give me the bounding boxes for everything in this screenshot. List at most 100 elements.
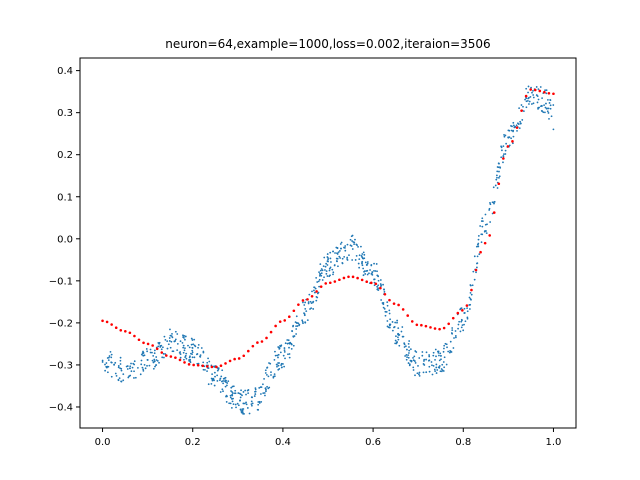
sample-point <box>140 363 143 366</box>
sample-point <box>366 269 369 272</box>
prediction-point <box>155 347 159 351</box>
sample-point <box>432 354 435 357</box>
sample-point <box>409 359 412 362</box>
sample-point <box>169 334 172 337</box>
sample-point <box>339 257 342 259</box>
sample-point <box>496 176 498 179</box>
sample-point <box>254 387 257 389</box>
sample-point <box>274 354 277 357</box>
sample-point <box>179 356 182 359</box>
sample-point <box>434 370 437 372</box>
prediction-point <box>392 302 396 305</box>
prediction-point <box>547 91 551 95</box>
sample-point <box>126 365 129 367</box>
prediction-point <box>415 323 419 327</box>
sample-point <box>338 255 341 258</box>
sample-point <box>376 274 379 277</box>
prediction-point <box>433 327 437 330</box>
sample-point <box>346 243 349 246</box>
sample-point <box>350 245 353 247</box>
sample-point <box>277 356 279 359</box>
sample-point <box>393 326 396 328</box>
sample-point <box>412 366 415 369</box>
sample-point <box>234 403 237 406</box>
sample-point <box>240 409 243 412</box>
sample-point <box>537 88 540 91</box>
sample-point <box>401 335 404 338</box>
sample-point <box>498 175 501 178</box>
sample-point <box>202 361 205 364</box>
sample-point <box>516 129 518 132</box>
prediction-point <box>520 109 523 112</box>
prediction-point <box>465 304 469 307</box>
sample-point <box>185 352 188 355</box>
prediction-point <box>497 182 501 186</box>
sample-point <box>475 271 477 274</box>
sample-point <box>213 371 216 374</box>
sample-point <box>240 389 242 392</box>
sample-point <box>133 370 135 373</box>
prediction-point <box>529 88 532 91</box>
sample-point <box>276 354 279 357</box>
sample-point <box>117 366 120 369</box>
prediction-point <box>369 281 373 285</box>
sample-point <box>545 89 548 92</box>
sample-point <box>466 317 469 320</box>
sample-point <box>142 368 145 371</box>
sample-point <box>328 269 331 272</box>
sample-point <box>229 394 232 397</box>
x-axis: 0.0 0.2 0.4 0.6 0.8 1.0 <box>95 428 561 448</box>
sample-point <box>397 333 399 336</box>
sample-point <box>504 149 507 152</box>
sample-point <box>223 377 226 380</box>
prediction-point <box>114 326 118 329</box>
sample-point <box>335 260 338 262</box>
sample-point <box>466 316 469 319</box>
chart-title: neuron=64,example=1000,loss=0.002,iterai… <box>165 37 490 51</box>
sample-point <box>153 352 156 355</box>
sample-point <box>400 330 403 333</box>
sample-point <box>447 350 450 353</box>
sample-point <box>166 340 169 343</box>
sample-point <box>544 89 546 92</box>
sample-point <box>275 363 278 366</box>
sample-point <box>171 336 174 339</box>
sample-point <box>470 293 473 296</box>
sample-point <box>190 337 193 340</box>
sample-point <box>191 351 194 354</box>
sample-point <box>382 283 384 286</box>
sample-point <box>542 111 545 114</box>
sample-point <box>330 261 332 263</box>
sample-point <box>311 290 313 293</box>
sample-point <box>229 402 232 405</box>
sample-point <box>355 255 358 257</box>
sample-point <box>417 365 419 367</box>
sample-point <box>270 374 272 376</box>
prediction-point <box>342 276 346 280</box>
sample-point <box>181 341 184 344</box>
sample-point <box>443 356 446 359</box>
sample-point <box>266 385 268 388</box>
sample-point <box>552 104 555 106</box>
sample-point <box>444 342 447 345</box>
sample-point <box>462 329 465 332</box>
sample-point <box>466 310 469 313</box>
sample-point <box>246 389 249 392</box>
sample-point <box>211 379 214 382</box>
sample-point <box>362 251 365 254</box>
sample-point <box>432 351 435 354</box>
sample-point <box>162 352 165 355</box>
sample-point <box>247 392 250 395</box>
sample-point <box>119 356 122 359</box>
sample-point <box>189 360 192 363</box>
sample-point <box>114 372 117 375</box>
sample-point <box>332 271 335 274</box>
sample-point <box>373 269 375 272</box>
sample-point <box>469 291 472 294</box>
sample-point <box>309 308 311 310</box>
sample-point <box>283 349 286 352</box>
prediction-point <box>470 288 473 292</box>
sample-point <box>239 399 241 402</box>
prediction-point <box>278 320 282 323</box>
sample-point <box>441 369 444 372</box>
